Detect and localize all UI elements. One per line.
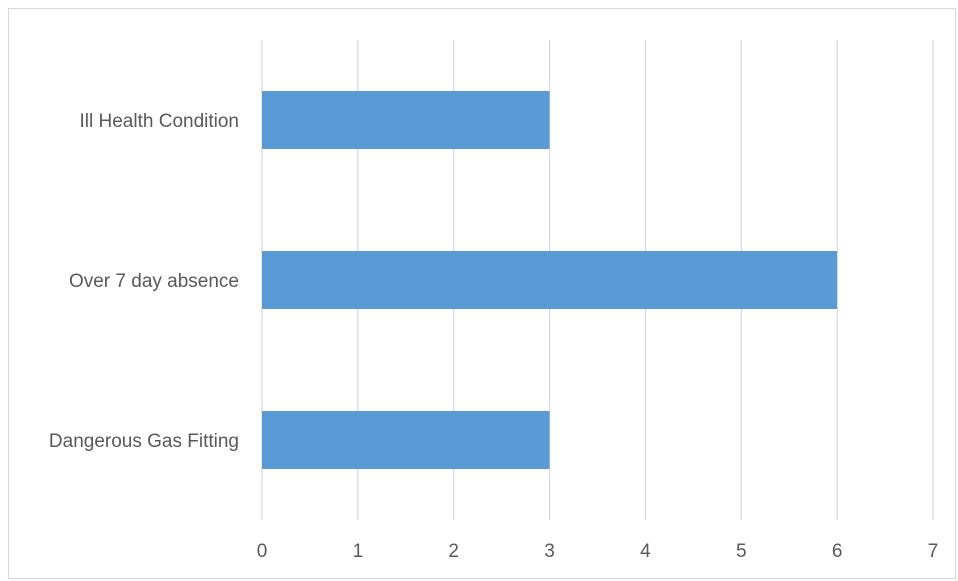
x-tick-label: 7 [928,541,939,562]
bars [262,91,838,469]
bar [262,91,550,149]
x-tick-label: 6 [832,541,843,562]
bar [262,411,550,469]
category-label: Ill Health Condition [80,111,239,132]
x-tick-label: 3 [544,541,555,562]
category-label: Over 7 day absence [69,271,239,292]
x-tick-label: 4 [640,541,651,562]
x-tick-labels: 0 1 2 3 4 5 6 7 [257,541,939,562]
x-tick-label: 5 [736,541,747,562]
category-label: Dangerous Gas Fitting [49,431,239,452]
bar [262,251,838,309]
category-labels: Ill Health Condition Over 7 day absence Da… [49,111,239,452]
x-tick-label: 1 [353,541,364,562]
x-tick-label: 2 [448,541,459,562]
x-tick-label: 0 [257,541,268,562]
